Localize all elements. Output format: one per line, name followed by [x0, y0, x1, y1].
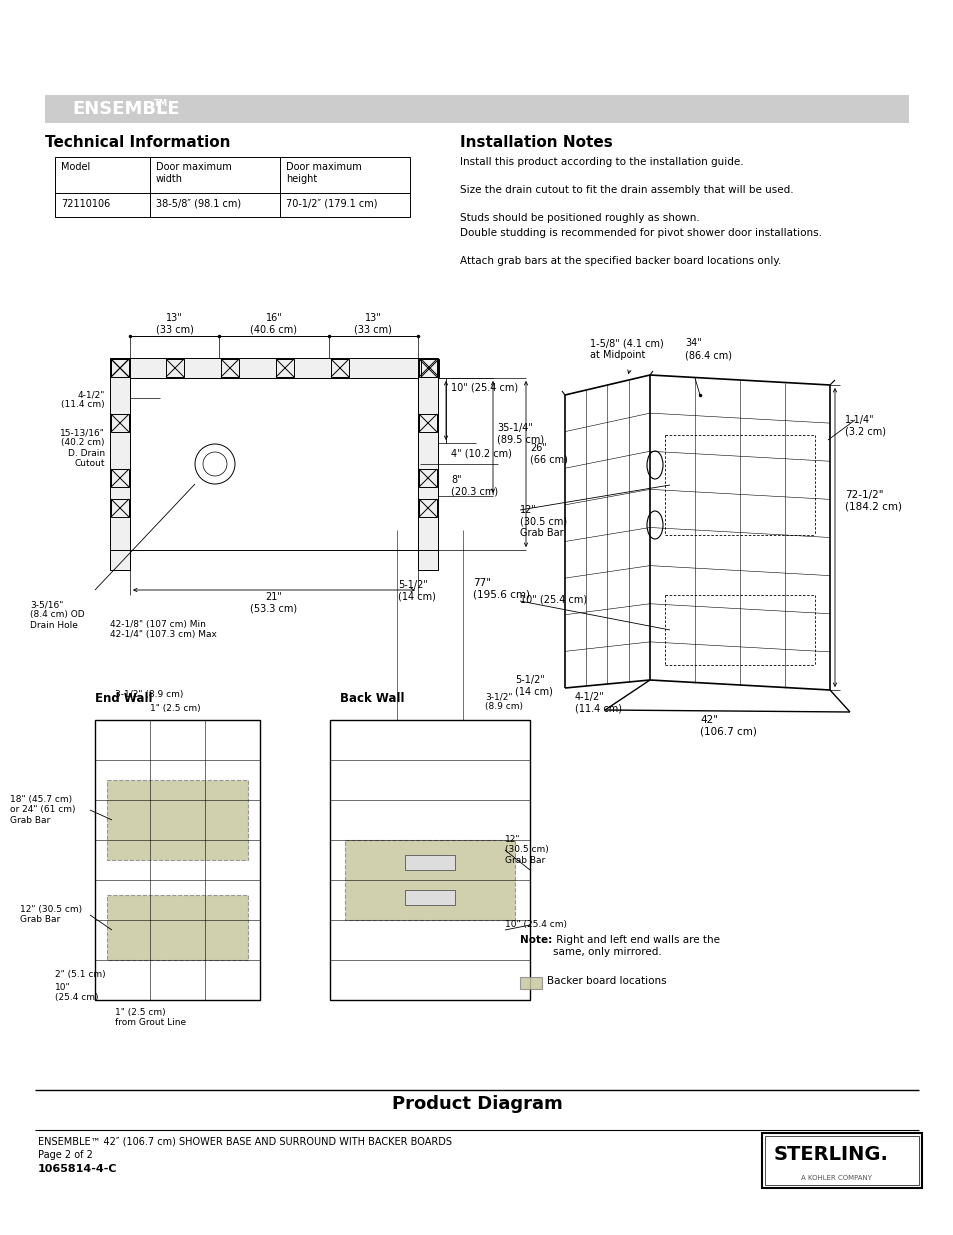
Bar	[111, 359, 129, 377]
Text: End Wall: End Wall	[95, 692, 152, 705]
Text: Door maximum
height: Door maximum height	[286, 162, 361, 184]
Bar	[110, 550, 130, 571]
Text: Size the drain cutout to fit the drain assembly that will be used.: Size the drain cutout to fit the drain a…	[459, 185, 793, 195]
Text: 1065814-4-C: 1065814-4-C	[38, 1165, 117, 1174]
Bar	[764, 1136, 918, 1186]
Text: ENSEMBLE™ 42″ (106.7 cm) SHOWER BASE AND SURROUND WITH BACKER BOARDS: ENSEMBLE™ 42″ (106.7 cm) SHOWER BASE AND…	[38, 1136, 452, 1146]
Text: 26"
(66 cm): 26" (66 cm)	[530, 443, 567, 464]
Bar	[110, 358, 437, 378]
Bar	[107, 895, 248, 960]
Text: 42"
(106.7 cm): 42" (106.7 cm)	[700, 715, 756, 736]
Text: 1" (2.5 cm): 1" (2.5 cm)	[150, 704, 200, 713]
Text: 12"
(30.5 cm)
Grab Bar: 12" (30.5 cm) Grab Bar	[519, 505, 566, 538]
Text: 16"
(40.6 cm): 16" (40.6 cm)	[251, 312, 297, 335]
Text: STERLING.: STERLING.	[773, 1145, 888, 1165]
Text: Door maximum
width: Door maximum width	[156, 162, 232, 184]
Text: 10"
(25.4 cm): 10" (25.4 cm)	[55, 983, 98, 1003]
Bar	[519, 977, 541, 989]
Text: A KOHLER COMPANY: A KOHLER COMPANY	[801, 1174, 872, 1181]
Text: 2" (5.1 cm): 2" (5.1 cm)	[55, 969, 106, 979]
Text: 4-1/2"
(11.4 cm): 4-1/2" (11.4 cm)	[575, 692, 621, 714]
Text: 1" (2.5 cm)
from Grout Line: 1" (2.5 cm) from Grout Line	[115, 1008, 186, 1028]
Bar	[130, 378, 417, 550]
Text: 34"
(86.4 cm): 34" (86.4 cm)	[684, 338, 731, 359]
Text: Note:: Note:	[519, 935, 552, 945]
Text: 3-1/2" (8.9 cm): 3-1/2" (8.9 cm)	[115, 690, 183, 699]
Bar	[418, 359, 436, 377]
Text: 35-1/4"
(89.5 cm): 35-1/4" (89.5 cm)	[497, 424, 543, 445]
Text: 1-1/4"
(3.2 cm): 1-1/4" (3.2 cm)	[844, 415, 885, 437]
Bar	[275, 359, 294, 377]
Bar	[418, 499, 436, 517]
Text: 13"
(33 cm): 13" (33 cm)	[155, 312, 193, 335]
Bar	[95, 720, 260, 1000]
Text: 38-5/8″ (98.1 cm): 38-5/8″ (98.1 cm)	[156, 199, 241, 209]
Bar	[417, 358, 437, 571]
Text: 10" (25.4 cm): 10" (25.4 cm)	[519, 595, 586, 605]
Bar	[166, 359, 184, 377]
Bar	[107, 781, 248, 860]
Bar	[417, 550, 437, 571]
Text: ENSEMBLE: ENSEMBLE	[71, 100, 179, 119]
Text: 12" (30.5 cm)
Grab Bar: 12" (30.5 cm) Grab Bar	[20, 905, 82, 925]
Text: Attach grab bars at the specified backer board locations only.: Attach grab bars at the specified backer…	[459, 256, 781, 266]
Text: Right and left end walls are the
same, only mirrored.: Right and left end walls are the same, o…	[553, 935, 720, 957]
Bar	[221, 359, 239, 377]
Bar	[418, 469, 436, 487]
Text: Install this product according to the installation guide.: Install this product according to the in…	[459, 157, 742, 167]
Bar	[331, 359, 349, 377]
Text: Model: Model	[61, 162, 91, 172]
Text: Product Diagram: Product Diagram	[392, 1095, 561, 1113]
Text: 21"
(53.3 cm): 21" (53.3 cm)	[251, 592, 297, 614]
Bar	[111, 469, 129, 487]
Bar	[110, 358, 130, 571]
Text: 10" (25.4 cm): 10" (25.4 cm)	[504, 920, 566, 929]
Text: 5-1/2"
(14 cm): 5-1/2" (14 cm)	[397, 580, 436, 601]
Text: Double studding is recommended for pivot shower door installations.: Double studding is recommended for pivot…	[459, 228, 821, 238]
Bar	[111, 414, 129, 432]
Text: 10" (25.4 cm): 10" (25.4 cm)	[451, 383, 517, 393]
Bar	[45, 95, 908, 124]
Text: Back Wall: Back Wall	[339, 692, 404, 705]
Bar	[111, 499, 129, 517]
Bar	[55, 157, 410, 217]
Text: Backer board locations: Backer board locations	[546, 976, 666, 986]
Text: 72110106: 72110106	[61, 199, 111, 209]
Text: 13"
(33 cm): 13" (33 cm)	[355, 312, 392, 335]
Text: Installation Notes: Installation Notes	[459, 135, 612, 149]
Text: 4" (10.2 cm): 4" (10.2 cm)	[451, 448, 512, 458]
Text: 3-5/16"
(8.4 cm) OD
Drain Hole: 3-5/16" (8.4 cm) OD Drain Hole	[30, 600, 85, 630]
Text: 3-1/2"
(8.9 cm): 3-1/2" (8.9 cm)	[484, 692, 522, 711]
Text: 8"
(20.3 cm): 8" (20.3 cm)	[451, 475, 497, 496]
Bar	[418, 414, 436, 432]
Text: 1-5/8" (4.1 cm)
at Midpoint: 1-5/8" (4.1 cm) at Midpoint	[589, 338, 663, 359]
Text: Technical Information: Technical Information	[45, 135, 231, 149]
Text: TM: TM	[153, 100, 168, 109]
Text: 42-1/8" (107 cm) Min
42-1/4" (107.3 cm) Max: 42-1/8" (107 cm) Min 42-1/4" (107.3 cm) …	[110, 620, 216, 640]
Text: 77"
(195.6 cm): 77" (195.6 cm)	[473, 578, 530, 600]
Bar	[761, 1132, 921, 1188]
Text: Studs should be positioned roughly as shown.: Studs should be positioned roughly as sh…	[459, 212, 699, 224]
Text: 4-1/2"
(11.4 cm): 4-1/2" (11.4 cm)	[61, 390, 105, 409]
Bar	[345, 840, 515, 920]
Bar	[330, 720, 530, 1000]
Text: 18" (45.7 cm)
or 24" (61 cm)
Grab Bar: 18" (45.7 cm) or 24" (61 cm) Grab Bar	[10, 795, 75, 825]
Bar	[111, 359, 129, 377]
Text: Page 2 of 2: Page 2 of 2	[38, 1150, 92, 1160]
Bar	[420, 359, 438, 377]
Text: 72-1/2"
(184.2 cm): 72-1/2" (184.2 cm)	[844, 490, 901, 511]
Bar	[405, 855, 455, 869]
Text: 5-1/2"
(14 cm): 5-1/2" (14 cm)	[515, 676, 553, 697]
Text: 12"
(30.5 cm)
Grab Bar: 12" (30.5 cm) Grab Bar	[504, 835, 548, 864]
Text: 15-13/16"
(40.2 cm)
D. Drain
Cutout: 15-13/16" (40.2 cm) D. Drain Cutout	[60, 429, 105, 468]
Text: 70-1/2″ (179.1 cm): 70-1/2″ (179.1 cm)	[286, 199, 377, 209]
Bar	[405, 890, 455, 905]
